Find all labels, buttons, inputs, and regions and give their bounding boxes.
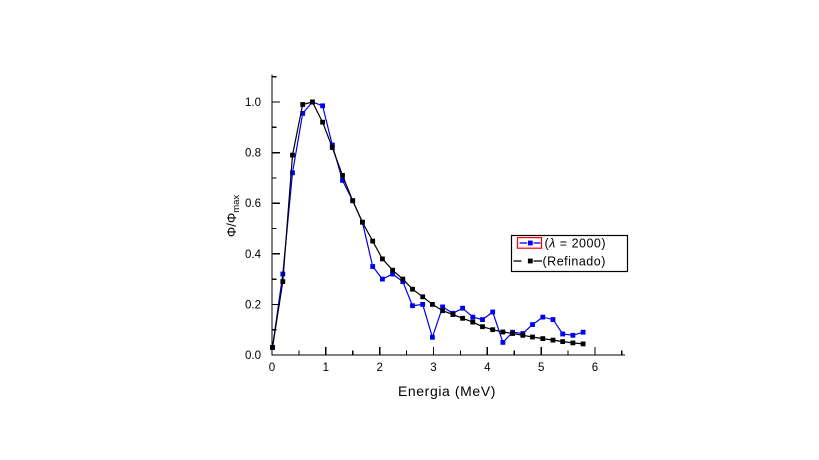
data-point-marker — [430, 302, 435, 307]
data-point-marker — [329, 145, 335, 150]
data-point-marker — [400, 279, 406, 284]
data-point-marker — [370, 238, 376, 244]
series-refinado — [270, 99, 586, 350]
y-tick-label: 0.8 — [245, 148, 261, 160]
legend-selection-highlight — [516, 237, 543, 249]
series-line — [271, 101, 584, 348]
data-point-marker — [420, 294, 426, 300]
data-point-marker — [350, 198, 356, 204]
data-point-marker — [370, 264, 376, 269]
data-point-marker — [570, 340, 576, 346]
x-tick-label: 5 — [538, 362, 544, 374]
axes: 0 1 2 3 4 5 6 0.0 0.2 0.4 0.6 0.8 1.0 — [245, 74, 625, 374]
data-point-marker — [540, 336, 546, 341]
y-tick-label: 0.0 — [245, 350, 261, 362]
data-point-marker — [550, 317, 556, 322]
legend-entry-refinado[interactable]: (Refinado) — [513, 254, 606, 268]
data-point-marker — [420, 302, 426, 307]
data-point-marker — [530, 334, 535, 340]
data-point-marker — [360, 219, 365, 225]
legend-label: (Refinado) — [543, 254, 606, 268]
data-point-marker — [340, 173, 345, 178]
data-point-marker — [300, 102, 306, 107]
legend-label: (λ = 2000) — [545, 236, 607, 250]
data-point-marker — [460, 315, 465, 321]
data-point-marker — [390, 267, 395, 273]
data-point-marker — [390, 271, 395, 277]
data-point-marker — [329, 142, 335, 148]
series-line — [271, 101, 584, 348]
data-point-marker — [440, 308, 445, 314]
legend-entry-2000[interactable]: (λ = 2000) — [516, 236, 607, 250]
data-point-marker — [470, 319, 476, 325]
data-point-marker — [550, 337, 556, 343]
data-point-marker — [480, 317, 485, 322]
x-tick-label: 1 — [323, 362, 329, 374]
data-point-marker — [300, 111, 306, 116]
data-point-marker — [310, 99, 315, 105]
legend-marker-sample — [527, 240, 533, 246]
data-point-marker — [570, 332, 576, 338]
data-point-marker — [280, 279, 286, 284]
data-point-marker — [340, 178, 345, 183]
data-point-marker — [430, 334, 435, 340]
data-point-marker — [500, 329, 506, 335]
data-point-marker — [400, 276, 406, 282]
data-point-marker — [450, 312, 456, 317]
y-tick-label: 0.6 — [245, 198, 261, 210]
x-tick-label: 0 — [269, 362, 275, 374]
data-point-marker — [480, 324, 485, 330]
x-tick-label: 4 — [484, 362, 491, 374]
x-axis-title: Energia (MeV) — [398, 383, 496, 399]
legend-marker-sample — [527, 258, 533, 264]
data-point-marker — [290, 152, 295, 158]
y-tick-label: 0.2 — [245, 299, 261, 311]
data-point-marker — [530, 322, 535, 327]
data-point-marker — [270, 345, 275, 350]
data-point-marker — [290, 170, 295, 176]
data-point-marker — [580, 341, 586, 347]
x-tick-label: 6 — [592, 362, 598, 374]
data-point-marker — [460, 305, 465, 311]
data-point-marker — [560, 339, 566, 344]
data-point-marker — [410, 286, 415, 292]
data-point-marker — [560, 331, 566, 337]
data-point-marker — [580, 329, 586, 335]
data-point-marker — [500, 340, 506, 345]
data-point-marker — [320, 103, 325, 109]
legend: (λ = 2000) (Refinado) — [510, 234, 629, 273]
data-point-marker — [490, 309, 496, 315]
data-point-marker — [440, 304, 445, 310]
data-point-marker — [380, 276, 385, 282]
data-point-marker — [320, 119, 325, 125]
data-point-marker — [410, 303, 415, 309]
y-axis-title: Φ/Φmax — [224, 195, 242, 238]
data-point-marker — [490, 327, 496, 333]
y-tick-label: 1.0 — [245, 97, 261, 109]
x-tick-label: 2 — [376, 362, 382, 374]
data-point-marker — [470, 314, 476, 320]
data-point-marker — [510, 331, 515, 336]
data-point-marker — [540, 314, 546, 320]
data-point-marker — [520, 332, 526, 338]
x-tick-label: 3 — [430, 362, 436, 374]
y-tick-label: 0.4 — [245, 249, 262, 261]
series-2000 — [270, 99, 586, 350]
data-point-marker — [380, 256, 385, 262]
